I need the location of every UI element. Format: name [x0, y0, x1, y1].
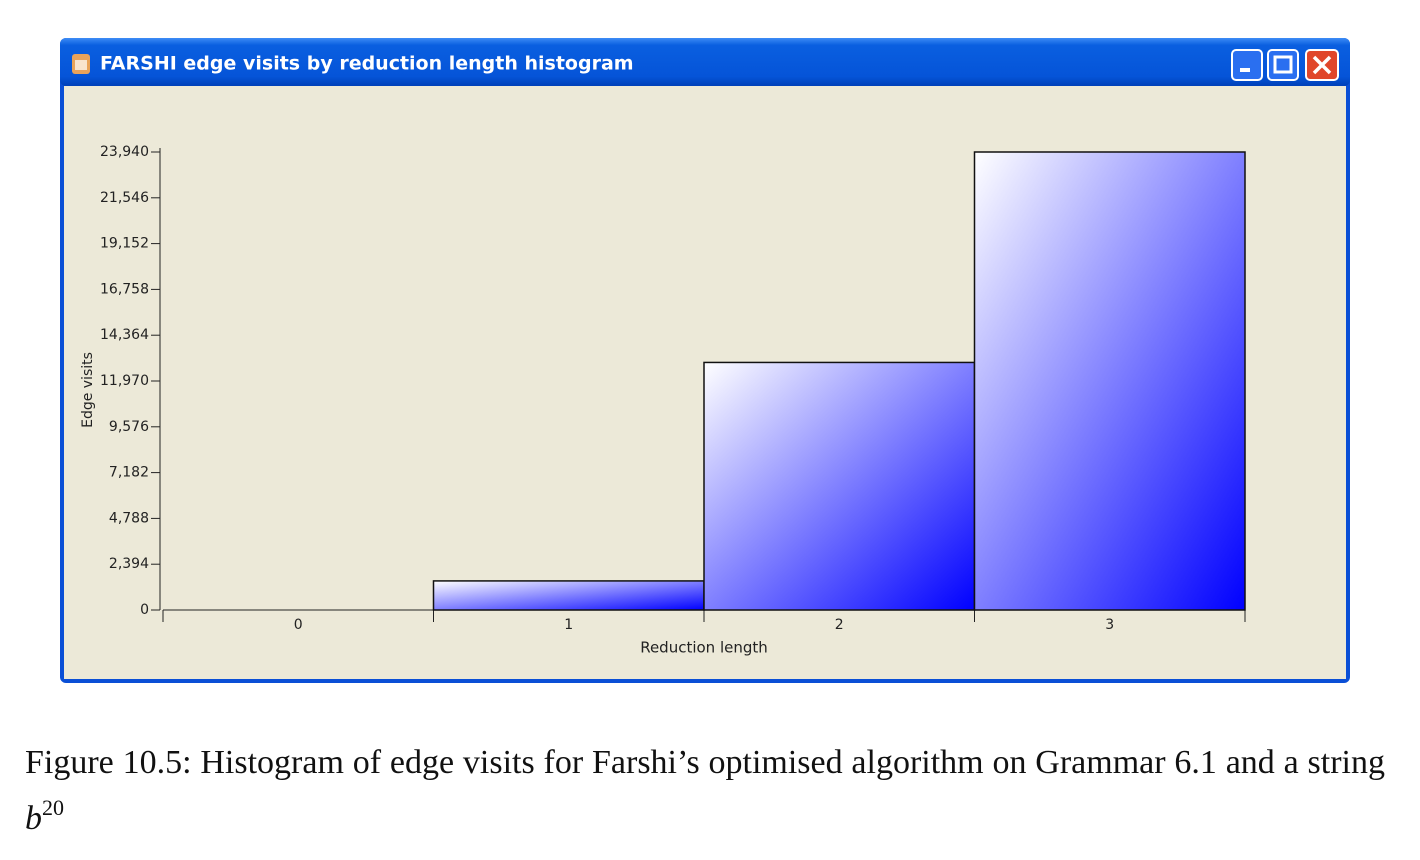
caption-variable: b — [25, 800, 42, 837]
y-tick-label: 0 — [140, 602, 149, 618]
y-tick-label: 19,152 — [100, 236, 149, 252]
y-tick-label: 7,182 — [109, 465, 149, 481]
caption-superscript: 20 — [42, 795, 64, 820]
window: FARSHI edge visits by reduction length h… — [60, 38, 1350, 683]
minimize-button[interactable] — [1231, 49, 1263, 81]
y-tick-label: 4,788 — [109, 510, 149, 526]
x-tick-label: 2 — [835, 617, 844, 633]
x-axis-label: Reduction length — [640, 639, 768, 657]
bar — [703, 361, 976, 611]
title-bar — [60, 38, 1350, 86]
bar — [432, 580, 705, 611]
y-tick-label: 2,394 — [109, 556, 149, 572]
window-title: FARSHI edge visits by reduction length h… — [100, 53, 634, 75]
caption-text: Figure 10.5: Histogram of edge visits fo… — [25, 744, 1385, 781]
x-tick-label: 0 — [294, 617, 303, 633]
close-button[interactable] — [1305, 49, 1339, 81]
y-tick-label: 16,758 — [100, 281, 149, 297]
y-tick-label: 14,364 — [100, 327, 149, 343]
figure-caption: Figure 10.5: Histogram of edge visits fo… — [25, 735, 1385, 847]
x-tick-label: 1 — [564, 617, 573, 633]
app-icon — [72, 54, 90, 74]
maximize-button[interactable] — [1267, 49, 1299, 81]
y-tick-label: 21,546 — [100, 190, 149, 206]
y-tick-label: 23,940 — [100, 144, 149, 160]
y-tick-label: 9,576 — [109, 419, 149, 435]
chart: 0 2,394 4,788 7,182 9,576 11,970 14,364 16,758 1… — [80, 144, 1246, 657]
y-tick-label: 11,970 — [100, 373, 149, 389]
y-axis-label: Edge visits — [80, 352, 96, 428]
x-tick-label: 3 — [1105, 617, 1114, 633]
bar — [973, 151, 1246, 611]
